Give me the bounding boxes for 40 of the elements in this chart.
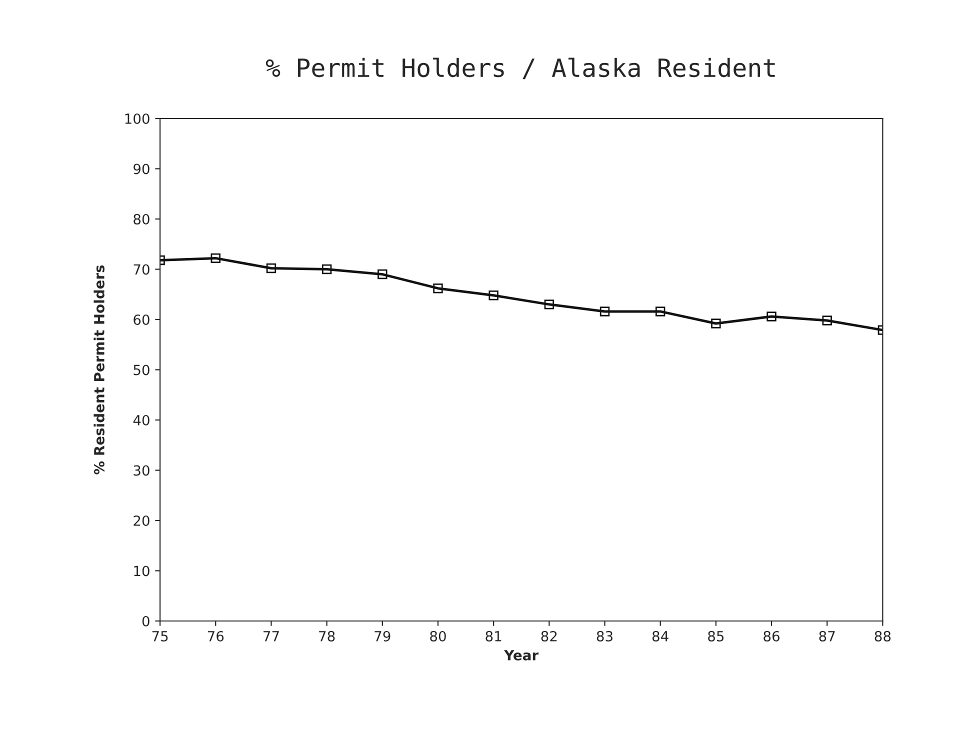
x-tick-label: 76 <box>208 630 224 642</box>
x-tick-label: 80 <box>430 630 446 642</box>
point <box>822 316 832 326</box>
x-tick-label: 75 <box>152 631 168 642</box>
y-tick-label: 70 <box>134 264 150 275</box>
x-tick-label: 79 <box>374 630 390 642</box>
y-tick-label: 60 <box>134 314 150 325</box>
x-tick-label: 88 <box>874 630 891 642</box>
y-tick-label: 100 <box>125 113 150 124</box>
x-tick-label: 87 <box>819 630 835 642</box>
x-tick-label: 78 <box>319 630 335 642</box>
y-tick-label: 50 <box>134 364 150 376</box>
x-tick-label: 85 <box>708 630 724 642</box>
y-tick-label: 90 <box>134 164 150 174</box>
point <box>433 283 443 294</box>
point <box>378 269 388 280</box>
chart-title: % Permit Holders / Alaska Resident <box>266 58 775 80</box>
point <box>266 263 276 274</box>
x-axis-title: Year <box>504 650 539 660</box>
y-tick-label: 40 <box>133 414 150 426</box>
point <box>322 264 332 274</box>
x-tick-label: 86 <box>764 630 780 642</box>
y-tick-label: 20 <box>134 515 150 526</box>
y-tick-label: 80 <box>134 214 150 224</box>
x-tick-label: 77 <box>264 631 279 642</box>
point <box>655 306 666 316</box>
point <box>766 312 776 322</box>
point <box>488 290 498 300</box>
point <box>544 300 554 310</box>
point <box>711 318 721 328</box>
y-tick-label: 0 <box>142 616 150 626</box>
x-tick-label: 84 <box>652 630 668 642</box>
y-tick-label: 10 <box>134 566 150 576</box>
y-axis-title: % Resident Permit Holders <box>94 265 104 474</box>
point <box>210 253 220 264</box>
x-tick-label: 82 <box>541 630 557 642</box>
point <box>600 306 610 316</box>
x-tick-label: 81 <box>486 630 502 642</box>
y-tick-label: 30 <box>134 465 150 476</box>
x-tick-label: 83 <box>596 630 612 642</box>
